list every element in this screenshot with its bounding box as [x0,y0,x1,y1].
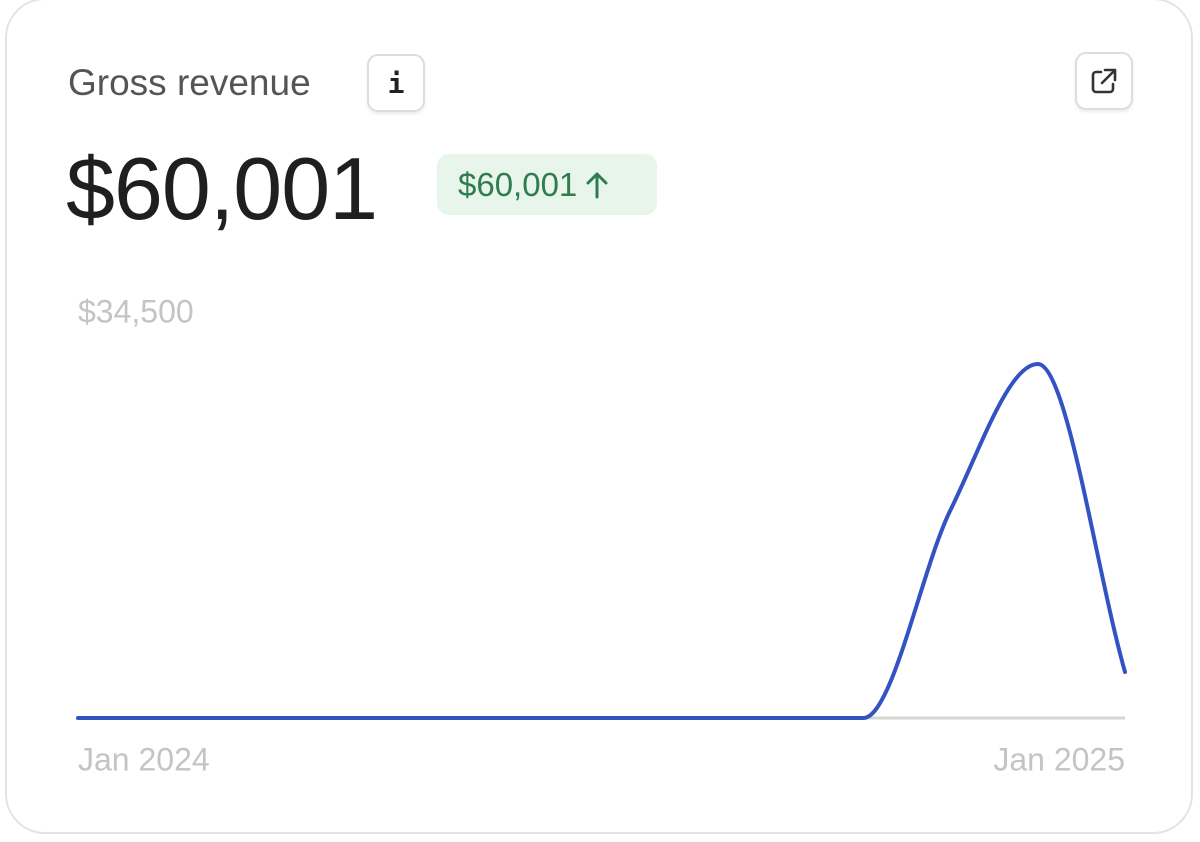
y-tick-label: $34,500 [78,293,194,329]
up-arrow-icon [586,172,608,198]
x-tick-label: Jan 2024 [78,741,210,777]
total-value: $60,001 [66,139,378,238]
line-series [76,362,1127,721]
x-tick-label: Jan 2025 [993,741,1125,777]
card-title: Gross revenue [68,62,311,103]
open-external-button[interactable] [1075,52,1133,110]
external-link-icon [1091,68,1117,94]
change-value: $60,001 [458,165,578,203]
change-badge: $60,001 [437,154,657,215]
info-button[interactable]: i [367,54,425,112]
